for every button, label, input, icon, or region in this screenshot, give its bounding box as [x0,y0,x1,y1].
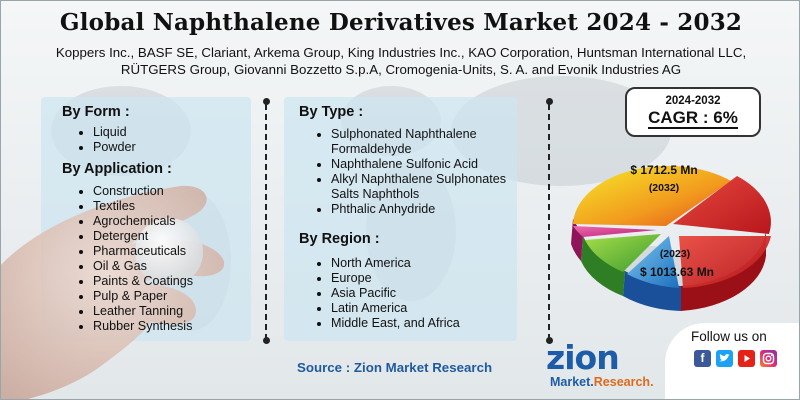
follow-heading: Follow us on [691,329,767,344]
divider-dot [546,337,553,344]
twitter-icon[interactable] [716,350,733,367]
by-type-list: Sulphonated Naphthalene Formaldehyde Nap… [313,127,513,217]
divider-dot [263,337,270,344]
youtube-icon[interactable] [738,350,755,367]
market-2023-year: (2023) [659,248,691,260]
market-2032-value: $ 1712.5 Mn [630,163,698,177]
list-item: Rubber Synthesis [75,319,193,334]
social-panel: Follow us on f [665,323,799,399]
list-item: Powder [75,140,136,155]
hand-illustration [1,185,225,399]
facebook-icon[interactable]: f [694,350,711,367]
divider-dot [263,98,270,105]
cagr-period: 2024-2032 [665,95,721,107]
by-application-list: Construction Textiles Agrochemicals Dete… [75,184,193,334]
cagr-value: CAGR : 6% [648,108,738,129]
by-form-heading: By Form : [62,104,130,120]
list-item: Textiles [75,199,193,214]
list-item: Latin America [313,301,460,316]
market-2032-year: (2032) [648,182,680,194]
divider-left [265,104,267,340]
list-item: Detergent [75,229,193,244]
list-item: Agrochemicals [75,214,193,229]
list-item: Pulp & Paper [75,289,193,304]
list-item: Asia Pacific [313,286,460,301]
logo-sub-b: Research. [593,375,654,389]
market-2023-value: $ 1013.63 Mn [639,265,715,279]
list-item: Alkyl Naphthalene Sulphonates Salts Naph… [313,172,513,202]
divider-right [548,104,550,340]
by-application-heading: By Application : [62,161,172,177]
by-region-list: North America Europe Asia Pacific Latin … [313,256,460,331]
list-item: Naphthalene Sulfonic Acid [313,157,513,172]
logo-wordmark: zion [546,338,620,377]
list-item: Pharmaceuticals [75,244,193,259]
list-item: North America [313,256,460,271]
list-item: Europe [313,271,460,286]
source-text: Source : Zion Market Research [297,360,493,375]
list-item: Phthalic Anhydride [313,202,513,217]
list-item: Construction [75,184,193,199]
segment-panel-right [284,97,517,341]
list-item: Paints & Coatings [75,274,193,289]
key-players-text: Koppers Inc., BASF SE, Clariant, Arkema … [55,45,747,77]
market-pie-graphic [571,165,771,311]
by-region-heading: By Region : [299,231,380,247]
page-title: Global Naphthalene Derivatives Market 20… [59,9,743,36]
logo-subtitle: Market.Research. [550,375,654,389]
list-item: Sulphonated Naphthalene Formaldehyde [313,127,513,157]
by-type-heading: By Type : [299,104,364,120]
divider-dot [546,98,553,105]
by-form-list: Liquid Powder [75,125,136,155]
list-item: Leather Tanning [75,304,193,319]
logo-sub-a: Market. [550,375,594,389]
cagr-box: 2024-2032 CAGR : 6% [625,87,761,137]
list-item: Liquid [75,125,136,140]
zion-logo: zion Market.Research. [546,338,654,398]
instagram-icon[interactable] [760,350,777,367]
list-item: Oil & Gas [75,259,193,274]
list-item: Middle East, and Africa [313,316,460,331]
